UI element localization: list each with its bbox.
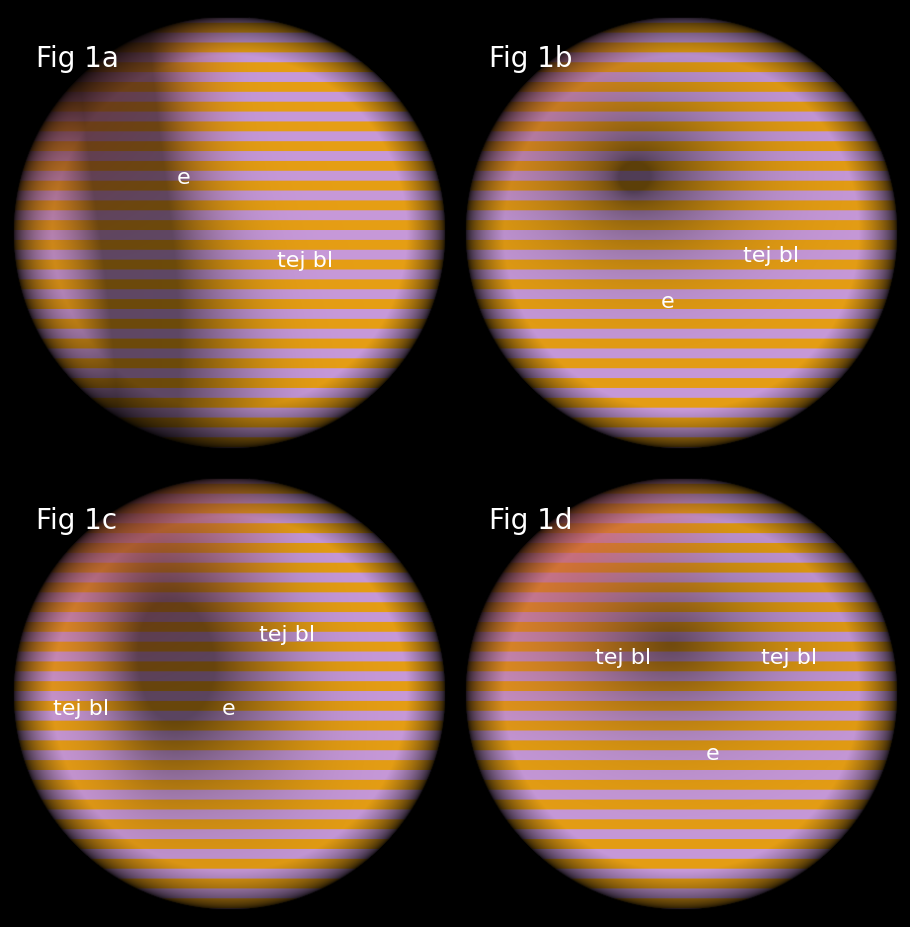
Text: tej bl: tej bl [743,246,799,266]
Text: e: e [222,698,236,717]
Text: tej bl: tej bl [53,698,109,717]
Text: Fig 1d: Fig 1d [489,506,572,535]
Text: Fig 1b: Fig 1b [489,45,572,73]
Text: e: e [177,168,191,188]
Text: tej bl: tej bl [595,648,652,667]
Text: e: e [661,291,674,311]
Text: tej bl: tej bl [258,625,315,644]
Text: tej bl: tej bl [277,250,333,271]
Text: Fig 1c: Fig 1c [35,506,117,535]
Text: e: e [706,743,720,764]
Text: Fig 1a: Fig 1a [35,45,119,73]
Text: tej bl: tej bl [761,648,817,667]
